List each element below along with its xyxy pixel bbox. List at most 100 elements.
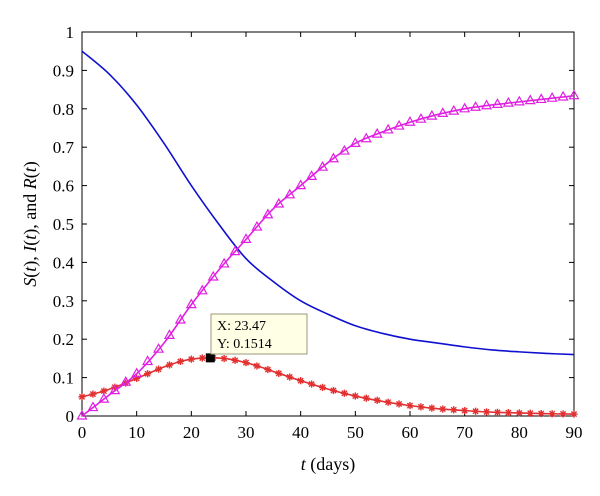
y-tick-label: 0.6 xyxy=(53,177,74,196)
triangle-marker xyxy=(251,220,263,231)
x-tick-label: 20 xyxy=(183,423,200,442)
triangle-marker xyxy=(109,384,121,395)
y-tick-label: 0.1 xyxy=(53,369,74,388)
star-marker xyxy=(515,409,523,417)
triangle-marker xyxy=(546,91,558,102)
triangle-marker xyxy=(491,98,503,108)
star-marker xyxy=(537,409,545,418)
triangle-marker xyxy=(349,137,361,147)
star-marker xyxy=(89,390,97,398)
star-marker xyxy=(450,406,458,414)
triangle-marker xyxy=(338,144,350,155)
star-marker xyxy=(187,355,195,363)
star-marker xyxy=(439,405,447,413)
y-tick-label: 0 xyxy=(66,407,75,426)
star-marker xyxy=(275,369,283,377)
y-tick-label: 1 xyxy=(66,23,75,42)
star-marker xyxy=(286,373,294,381)
triangle-marker xyxy=(393,119,405,130)
datatip-marker[interactable] xyxy=(205,353,215,363)
x-tick-label: 60 xyxy=(402,423,419,442)
triangle-marker xyxy=(174,313,186,324)
x-tick-label: 50 xyxy=(347,423,364,442)
datatip-x-label: X: 23.47 xyxy=(217,319,266,334)
star-marker xyxy=(220,354,228,363)
triangle-marker xyxy=(459,102,471,113)
star-marker xyxy=(198,354,206,362)
triangle-marker xyxy=(185,298,197,309)
star-marker xyxy=(504,409,512,417)
triangle-marker xyxy=(306,170,318,180)
triangle-marker xyxy=(568,89,580,100)
x-tick-label: 0 xyxy=(78,423,87,442)
triangle-marker xyxy=(240,233,252,243)
datatip-box xyxy=(210,313,308,355)
star-marker xyxy=(493,408,502,416)
series-line xyxy=(81,94,575,417)
triangle-marker xyxy=(437,107,449,118)
star-marker xyxy=(461,407,469,415)
triangle-marker xyxy=(273,197,285,208)
triangle-marker xyxy=(360,132,372,143)
star-marker xyxy=(362,394,370,402)
star-marker xyxy=(526,409,534,417)
star-marker xyxy=(351,392,359,400)
star-marker xyxy=(570,410,578,418)
triangle-marker xyxy=(87,401,99,412)
y-tick-label: 0.5 xyxy=(53,215,74,234)
x-axis-label: t (days) xyxy=(301,454,356,475)
x-tick-label: 90 xyxy=(566,423,583,442)
triangle-marker xyxy=(557,90,569,101)
star-marker xyxy=(417,403,425,411)
triangle-marker xyxy=(120,375,132,386)
x-tick-label: 40 xyxy=(292,423,309,442)
triangle-marker xyxy=(502,96,514,107)
triangle-marker xyxy=(481,99,493,110)
x-tick-label: 30 xyxy=(238,423,255,442)
x-tick-label: 10 xyxy=(128,423,145,442)
triangle-marker xyxy=(448,104,460,115)
triangle-marker xyxy=(142,355,154,366)
x-tick-label: 70 xyxy=(456,423,473,442)
triangle-marker xyxy=(196,284,208,295)
star-marker xyxy=(395,400,403,408)
triangle-marker xyxy=(207,270,219,281)
datatip[interactable]: X: 23.47 Y: 0.1514 xyxy=(205,313,308,363)
x-tick-label: 80 xyxy=(511,423,528,442)
y-axis-label: S(t), I(t), and R(t) xyxy=(20,161,41,287)
triangle-marker xyxy=(513,95,525,106)
triangle-marker xyxy=(218,257,230,268)
star-marker xyxy=(548,410,556,418)
star-marker xyxy=(231,356,239,364)
triangle-marker xyxy=(535,93,547,104)
series-2 xyxy=(76,89,580,420)
star-marker xyxy=(133,374,141,382)
star-marker xyxy=(165,361,174,369)
star-marker xyxy=(428,404,436,412)
star-marker xyxy=(176,357,184,366)
triangle-marker xyxy=(327,152,339,163)
y-tick-label: 0.8 xyxy=(53,100,74,119)
triangle-marker xyxy=(317,160,329,171)
triangle-marker xyxy=(404,116,416,126)
axis-ticks: 0 10 20 30 40 50 60 70 80 90 0 0.1 0.2 0.3 0.4 0.5 0.6 0.… xyxy=(53,23,583,442)
star-marker xyxy=(297,377,305,385)
star-marker xyxy=(242,359,250,367)
triangle-marker xyxy=(284,188,296,199)
datatip-y-label: Y: 0.1514 xyxy=(217,337,272,352)
y-tick-label: 0.3 xyxy=(53,292,74,311)
y-tick-label: 0.7 xyxy=(53,138,75,157)
triangle-marker xyxy=(229,245,241,256)
plot-area xyxy=(81,31,575,417)
series-line xyxy=(81,50,575,356)
star-marker xyxy=(482,408,491,416)
star-marker xyxy=(329,386,338,395)
star-marker xyxy=(340,389,348,397)
triangle-marker xyxy=(524,94,536,105)
triangle-marker xyxy=(470,101,482,111)
triangle-marker xyxy=(415,112,427,123)
triangle-marker xyxy=(426,109,438,120)
star-marker xyxy=(253,362,261,370)
x-axis-unit: (days) xyxy=(306,454,355,475)
y-tick-label: 0.9 xyxy=(53,61,74,80)
